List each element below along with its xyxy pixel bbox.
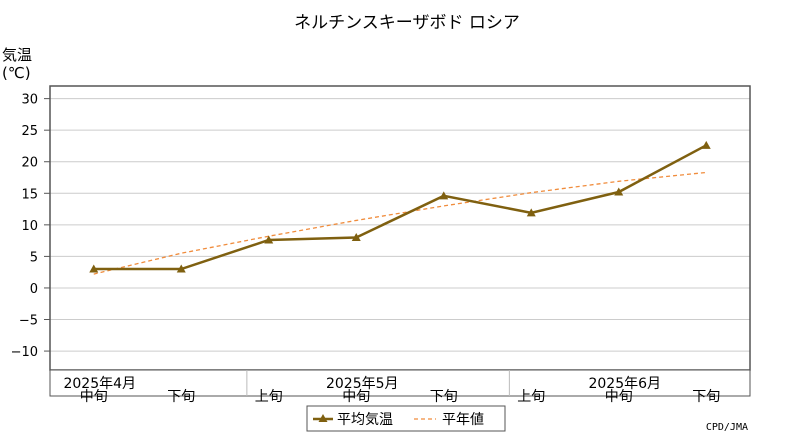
x-month-label: 2025年5月 — [326, 376, 399, 392]
data-point — [264, 235, 274, 244]
legend-marker-mean — [318, 414, 328, 422]
x-tick-label: 中旬 — [80, 389, 108, 405]
legend-frame — [306, 405, 506, 432]
data-point — [89, 264, 99, 273]
x-month-label: 2025年4月 — [63, 376, 136, 392]
data-point — [351, 232, 361, 241]
y-tick-label: 10 — [21, 219, 38, 234]
y-axis-label: 気温 — [2, 46, 32, 64]
data-point — [614, 187, 624, 196]
legend-label-mean: 平均気温 — [337, 412, 393, 428]
series-layer — [89, 140, 711, 275]
x-month-label: 2025年6月 — [588, 376, 661, 392]
x-tick-label: 中旬 — [605, 389, 633, 405]
legend-label-normal: 平年値 — [442, 412, 484, 428]
y-ticks: 30 25 20 15 10 5 0 −5 −10 — [11, 93, 50, 360]
data-point — [176, 264, 186, 273]
series-line-normal — [93, 171, 707, 275]
data-point — [439, 191, 449, 200]
data-point — [526, 208, 536, 217]
y-tick-label: −5 — [19, 314, 38, 329]
y-tick-label: −10 — [11, 345, 38, 360]
x-tick-label: 上旬 — [255, 389, 283, 405]
x-tick-label: 下旬 — [692, 389, 720, 405]
plot-frame — [49, 85, 751, 371]
y-tick-label: 25 — [21, 124, 38, 139]
x-tick-label: 中旬 — [342, 389, 370, 405]
y-tick-label: 5 — [30, 250, 38, 265]
x-tick-label: 下旬 — [167, 389, 195, 405]
credit: CPD/JMA — [706, 422, 748, 433]
chart-title: ネルチンスキーザボド ロシア — [294, 13, 520, 33]
data-point — [701, 140, 711, 149]
y-tick-label: 15 — [21, 187, 38, 202]
x-tick-label: 下旬 — [430, 389, 458, 405]
y-axis-unit: (℃) — [2, 64, 31, 82]
y-tick-label: 20 — [21, 156, 38, 171]
series-line-mean — [93, 144, 707, 271]
x-tick-label: 上旬 — [517, 389, 545, 405]
grid — [50, 98, 750, 352]
y-tick-label: 0 — [30, 282, 38, 297]
legend: 平均気温 平年値 — [306, 405, 506, 432]
y-tick-label: 30 — [21, 93, 38, 108]
x-axis-band — [49, 369, 751, 397]
